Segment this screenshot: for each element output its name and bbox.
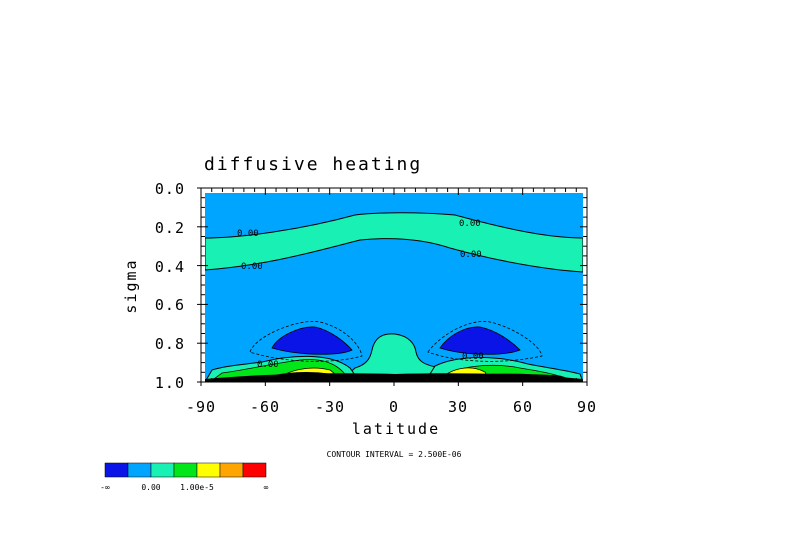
- y-axis-label: sigma: [122, 258, 140, 313]
- contour-field: [205, 193, 583, 382]
- y-tick-label: 0.2: [155, 219, 185, 237]
- cooling-region-left: [271, 326, 353, 355]
- x-tick-label: 60: [513, 398, 533, 416]
- legend-label: 0.00: [141, 483, 160, 492]
- x-tick-label: -60: [250, 398, 280, 416]
- contour-interval: CONTOUR INTERVAL = 2.500E-06: [327, 450, 462, 459]
- contour-label: 0.00: [257, 360, 279, 370]
- contour-label: 0.00: [459, 219, 481, 229]
- x-tick-label: 30: [448, 398, 468, 416]
- axis-ticks: [197, 187, 588, 386]
- contour-label: 0.00: [241, 262, 263, 272]
- y-tick-label: 0.8: [155, 335, 185, 353]
- legend-swatch-4: [196, 462, 221, 478]
- y-tick-label: 1.0: [155, 374, 185, 392]
- dashed-contour-right: [427, 321, 543, 362]
- cooling-region-right: [439, 326, 521, 355]
- chart-title: diffusive heating: [204, 154, 422, 175]
- x-tick-label: 90: [577, 398, 597, 416]
- x-axis-label: latitude: [352, 420, 440, 438]
- x-tick-label: 0: [389, 398, 399, 416]
- legend-swatch-1: [127, 462, 152, 478]
- legend-swatch-2: [150, 462, 175, 478]
- y-tick-label: 0.6: [155, 296, 185, 314]
- legend-label: ∞: [264, 483, 269, 492]
- x-tick-label: -30: [315, 398, 345, 416]
- contour-label: 0.00: [462, 352, 484, 362]
- legend-label: -∞: [100, 483, 110, 492]
- upper-band: [205, 212, 583, 273]
- legend-label: 1.00e-5: [180, 483, 214, 492]
- legend-swatch-3: [173, 462, 198, 478]
- y-tick-label: 0.0: [155, 180, 185, 198]
- contour-label: 0.00: [460, 250, 482, 260]
- y-tick-label: 0.4: [155, 258, 185, 276]
- x-tick-label: -90: [186, 398, 216, 416]
- legend-swatch-0: [104, 462, 129, 478]
- dashed-contour-left: [249, 321, 363, 362]
- legend-swatch-6: [242, 462, 267, 478]
- central-bump: [339, 333, 456, 382]
- color-legend: -∞ 0.00 1.00e-5 ∞: [100, 462, 269, 492]
- legend-swatch-5: [219, 462, 244, 478]
- contour-label: 0.00: [237, 229, 259, 239]
